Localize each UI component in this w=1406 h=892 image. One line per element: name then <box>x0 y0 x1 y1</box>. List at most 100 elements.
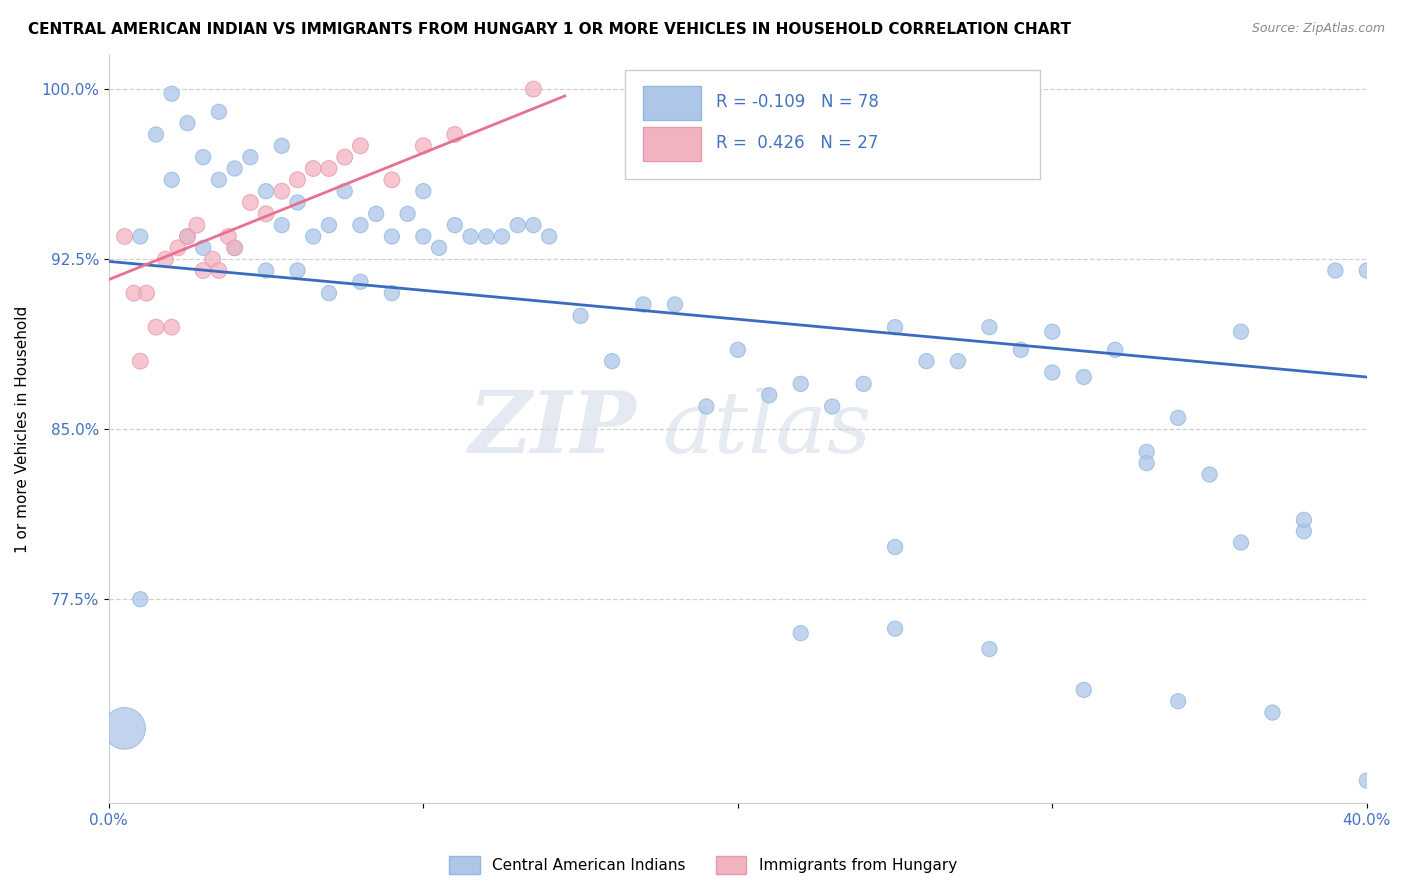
Point <box>287 263 309 277</box>
Point <box>1040 325 1063 339</box>
Point <box>254 263 277 277</box>
Point <box>1230 325 1253 339</box>
Point <box>193 241 215 255</box>
Point <box>114 229 136 244</box>
Point <box>239 195 262 210</box>
Point <box>475 229 498 244</box>
Point <box>270 218 292 232</box>
Point <box>1261 706 1284 720</box>
Point <box>333 184 356 198</box>
Point <box>318 286 340 301</box>
Point <box>129 229 152 244</box>
Point <box>427 241 450 255</box>
Point <box>412 184 434 198</box>
Point <box>758 388 780 402</box>
Point <box>160 87 183 101</box>
Point <box>727 343 749 357</box>
Point <box>1324 263 1347 277</box>
Point <box>443 128 465 142</box>
Point <box>412 229 434 244</box>
Point <box>852 376 875 391</box>
Point <box>1073 370 1095 384</box>
Point <box>381 286 404 301</box>
Text: CENTRAL AMERICAN INDIAN VS IMMIGRANTS FROM HUNGARY 1 OR MORE VEHICLES IN HOUSEHO: CENTRAL AMERICAN INDIAN VS IMMIGRANTS FR… <box>28 22 1071 37</box>
Point <box>381 173 404 187</box>
Point <box>122 286 145 301</box>
Point <box>1010 343 1032 357</box>
Point <box>349 218 371 232</box>
Point <box>287 173 309 187</box>
Point <box>396 207 419 221</box>
Point <box>1104 343 1126 357</box>
Point <box>915 354 938 368</box>
Point <box>208 104 231 119</box>
Point <box>522 218 544 232</box>
Legend: Central American Indians, Immigrants from Hungary: Central American Indians, Immigrants fro… <box>443 850 963 880</box>
Point <box>1292 524 1315 539</box>
Point <box>979 320 1001 334</box>
Point <box>145 320 167 334</box>
Point <box>884 540 907 554</box>
Point <box>633 297 655 311</box>
Point <box>129 354 152 368</box>
Point <box>491 229 513 244</box>
Point <box>254 184 277 198</box>
Point <box>1167 410 1189 425</box>
Point <box>176 229 198 244</box>
Point <box>366 207 388 221</box>
Point <box>224 161 246 176</box>
Point <box>443 218 465 232</box>
Point <box>302 229 325 244</box>
Point <box>600 354 623 368</box>
Point <box>302 161 325 176</box>
Text: R = -0.109   N = 78: R = -0.109 N = 78 <box>717 94 879 112</box>
Point <box>201 252 224 267</box>
Point <box>270 184 292 198</box>
Point <box>318 161 340 176</box>
Point <box>1136 445 1159 459</box>
Point <box>176 116 198 130</box>
Point <box>381 229 404 244</box>
Point <box>1198 467 1220 482</box>
Point <box>1167 694 1189 708</box>
Point <box>349 275 371 289</box>
Point <box>224 241 246 255</box>
Point <box>254 207 277 221</box>
Point <box>155 252 177 267</box>
Point <box>790 376 813 391</box>
Point <box>145 128 167 142</box>
Point <box>193 263 215 277</box>
Point <box>506 218 529 232</box>
Point <box>224 241 246 255</box>
Point <box>333 150 356 164</box>
Point <box>412 138 434 153</box>
FancyBboxPatch shape <box>644 86 702 120</box>
Point <box>129 592 152 607</box>
Point <box>1355 263 1378 277</box>
Point <box>135 286 157 301</box>
Point <box>979 642 1001 657</box>
Point <box>239 150 262 164</box>
Point <box>1073 682 1095 697</box>
Point <box>884 622 907 636</box>
Point <box>946 354 969 368</box>
Point <box>287 195 309 210</box>
Point <box>208 173 231 187</box>
Point <box>538 229 561 244</box>
Point <box>217 229 239 244</box>
Point <box>186 218 208 232</box>
Point <box>176 229 198 244</box>
Point <box>1230 535 1253 549</box>
Point <box>160 173 183 187</box>
Point <box>1136 456 1159 470</box>
Text: ZIP: ZIP <box>470 387 637 471</box>
Point <box>522 82 544 96</box>
Point <box>695 400 717 414</box>
Point <box>1355 773 1378 788</box>
Text: atlas: atlas <box>662 388 872 470</box>
FancyBboxPatch shape <box>644 127 702 161</box>
Point <box>884 320 907 334</box>
Point <box>160 320 183 334</box>
Y-axis label: 1 or more Vehicles in Household: 1 or more Vehicles in Household <box>15 306 30 553</box>
Point <box>193 150 215 164</box>
